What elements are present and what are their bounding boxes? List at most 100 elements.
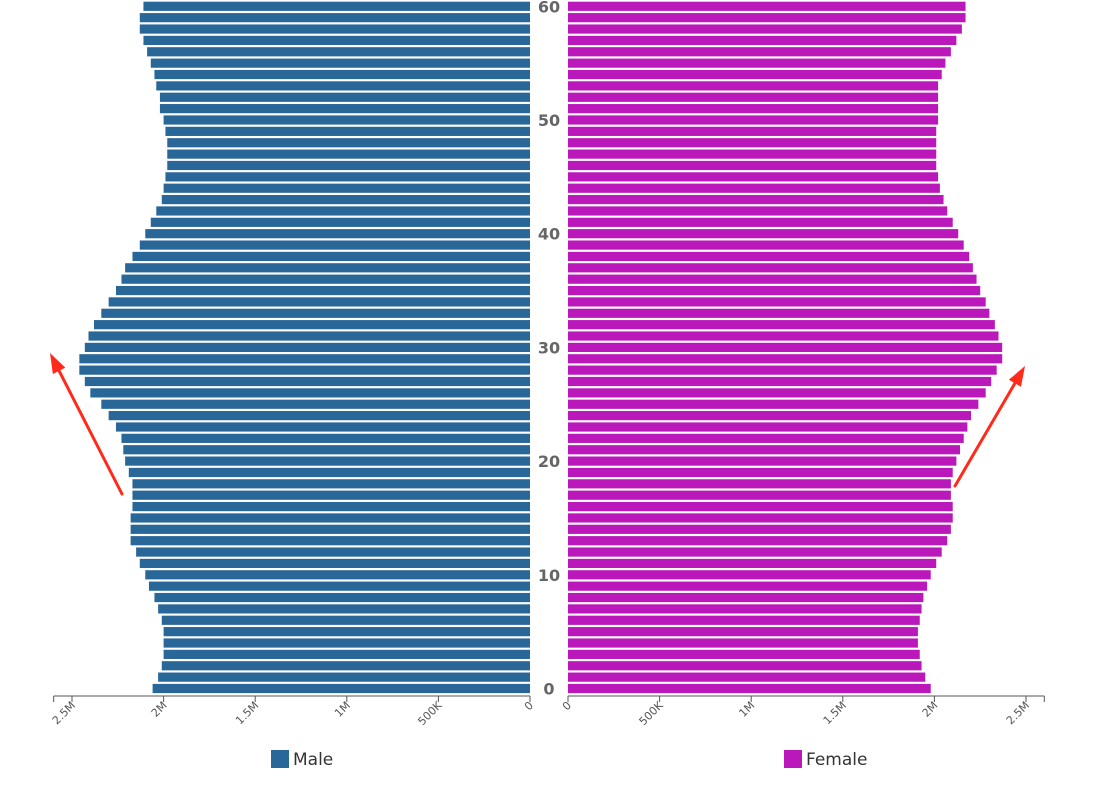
male-bar-age-18 (132, 479, 530, 489)
female-bar-age-50 (568, 115, 939, 125)
male-bar-age-56 (147, 47, 530, 57)
male-bar-age-49 (165, 126, 530, 136)
legend-label-female: Female (806, 750, 867, 770)
female-bar-age-12 (568, 547, 942, 557)
male-bar-age-0 (152, 683, 530, 694)
male-bar-age-23 (115, 422, 530, 432)
female-bar-age-56 (568, 47, 951, 57)
male-bar-age-6 (161, 615, 530, 625)
male-bar-age-2 (161, 661, 530, 671)
female-bar-age-38 (568, 251, 970, 262)
female-bar-age-59 (568, 13, 966, 23)
male-bar-age-14 (130, 524, 530, 534)
age-label-60: 60 (538, 0, 560, 16)
male-bar-age-46 (167, 160, 530, 171)
female-bar-age-49 (568, 126, 937, 136)
male-bar-age-13 (130, 536, 530, 546)
right-axis-tick-label: 1M (736, 699, 757, 720)
male-bar-age-31 (88, 331, 530, 341)
female-bar-age-23 (568, 422, 968, 432)
age-label-50: 50 (538, 111, 560, 130)
male-bar-age-20 (125, 456, 531, 466)
female-bar-age-20 (568, 456, 957, 466)
left-axis-tick-label: 1M (332, 699, 353, 720)
female-bar-age-54 (568, 69, 942, 80)
age-label-30: 30 (538, 338, 560, 357)
male-bars (79, 1, 531, 694)
age-label-40: 40 (538, 225, 560, 244)
male-bar-age-55 (150, 58, 530, 68)
female-bar-age-22 (568, 433, 964, 443)
male-bar-age-30 (84, 342, 530, 352)
female-bar-age-57 (568, 35, 957, 46)
male-bar-age-33 (101, 308, 530, 318)
male-bar-age-21 (123, 445, 531, 455)
female-bar-age-39 (568, 240, 964, 250)
male-bar-age-7 (158, 604, 530, 614)
male-bar-age-58 (139, 24, 530, 34)
left-x-axis: 2.5M 2M 1.5M 1M 500K 0 (50, 695, 536, 728)
annotations (50, 353, 1025, 496)
male-bar-age-26 (90, 388, 530, 398)
female-bar-age-8 (568, 592, 924, 603)
female-bar-age-3 (568, 649, 920, 659)
female-bar-age-24 (568, 411, 972, 421)
female-bar-age-21 (568, 445, 961, 455)
female-bar-age-11 (568, 558, 937, 569)
male-bar-age-59 (139, 13, 530, 23)
male-bar-age-44 (163, 183, 530, 193)
male-bar-age-8 (154, 592, 530, 603)
age-label-20: 20 (538, 452, 560, 471)
female-bar-age-2 (568, 661, 922, 671)
age-label-10: 10 (538, 566, 560, 585)
female-bar-age-15 (568, 513, 953, 523)
male-bar-age-57 (143, 35, 530, 46)
male-bar-age-22 (121, 433, 531, 443)
left-axis-tick-label: 2.5M (50, 699, 78, 727)
female-bar-age-58 (568, 24, 962, 34)
male-bar-age-38 (132, 251, 530, 262)
female-bar-age-43 (568, 194, 944, 205)
female-bar-age-19 (568, 467, 953, 478)
male-bar-age-11 (139, 558, 530, 569)
female-bar-age-28 (568, 365, 997, 375)
male-bar-age-15 (130, 513, 530, 523)
female-bar-age-31 (568, 331, 999, 341)
annotation-arrow-left-shaft (57, 369, 124, 496)
male-bar-age-9 (148, 581, 530, 591)
left-axis-tick-label: 500K (415, 698, 445, 728)
female-bar-age-37 (568, 263, 973, 273)
female-bar-age-53 (568, 81, 939, 91)
male-bar-age-34 (108, 297, 530, 307)
female-bar-age-55 (568, 58, 946, 68)
right-axis-tick-label: 0 (560, 699, 574, 713)
male-bar-age-5 (163, 627, 530, 637)
male-bar-age-28 (79, 365, 530, 375)
female-bar-age-6 (568, 615, 920, 625)
age-label-0: 0 (543, 680, 554, 699)
legend-label-male: Male (293, 750, 333, 770)
male-bar-age-39 (139, 240, 530, 250)
male-bar-age-45 (165, 172, 530, 182)
female-bar-age-34 (568, 297, 986, 307)
female-bar-age-40 (568, 229, 959, 239)
female-bar-age-4 (568, 638, 918, 648)
female-bar-age-9 (568, 581, 928, 591)
male-bar-age-60 (143, 1, 530, 11)
female-bar-age-10 (568, 570, 931, 580)
female-bar-age-52 (568, 92, 939, 102)
female-bar-age-13 (568, 536, 948, 546)
male-bar-age-16 (132, 501, 530, 512)
male-bar-age-27 (84, 376, 530, 387)
male-bar-age-43 (161, 194, 530, 205)
female-bar-age-14 (568, 524, 951, 534)
right-axis-tick-label: 1.5M (821, 699, 849, 727)
age-labels: 0 10 20 30 40 50 60 (538, 0, 560, 699)
male-bar-age-41 (150, 217, 530, 227)
right-axis-tick-label: 2.5M (1004, 699, 1032, 727)
male-bar-age-52 (159, 92, 530, 102)
left-axis-tick-label: 0 (522, 699, 536, 713)
male-bar-age-29 (79, 354, 530, 364)
male-bar-age-51 (159, 104, 530, 114)
